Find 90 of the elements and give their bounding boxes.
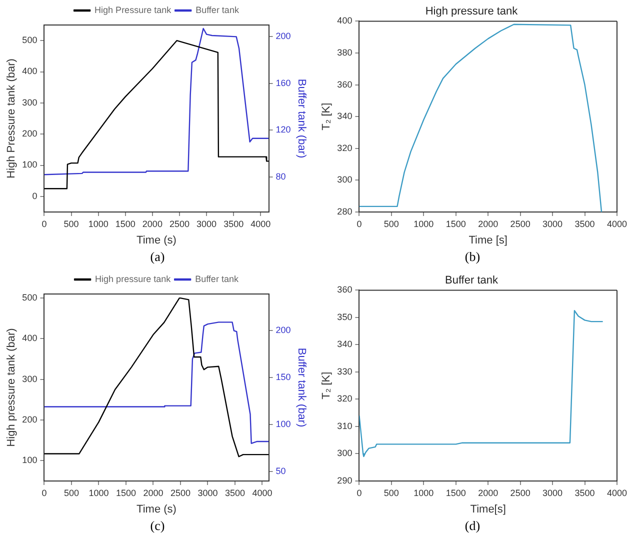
x-tick-label: 3500 bbox=[574, 218, 595, 229]
x-tick-label: 2000 bbox=[478, 218, 498, 229]
y2-axis-title: Buffer tank (bar) bbox=[295, 348, 308, 428]
y-tick-label: 280 bbox=[337, 206, 352, 216]
x-tick-label: 2500 bbox=[510, 218, 530, 229]
y2-tick-label: 120 bbox=[276, 124, 291, 135]
y-tick-label: 500 bbox=[22, 292, 38, 303]
y2-tick-label: 80 bbox=[276, 171, 286, 182]
x-axis-title: Time [s] bbox=[468, 234, 508, 246]
x-tick-label: 2500 bbox=[510, 488, 530, 498]
y-tick-label: 300 bbox=[337, 174, 352, 185]
y2-tick-label: 200 bbox=[276, 325, 291, 336]
y2-tick-label: 150 bbox=[276, 372, 291, 382]
y-tick-label: 380 bbox=[337, 47, 352, 58]
y2-tick-label: 160 bbox=[276, 78, 291, 88]
x-tick-label: 3000 bbox=[542, 218, 563, 229]
y-tick-label: 300 bbox=[22, 374, 38, 384]
x-axis-title: Time (s) bbox=[136, 503, 176, 516]
x-tick-label: 1500 bbox=[446, 218, 466, 229]
x-tick-label: 1000 bbox=[88, 218, 108, 229]
x-tick-label: 4000 bbox=[252, 488, 272, 498]
y-tick-label: 320 bbox=[337, 142, 352, 153]
x-tick-label: 500 bbox=[384, 488, 399, 498]
x-tick-label: 2500 bbox=[169, 218, 190, 229]
y2-tick-label: 200 bbox=[276, 31, 291, 42]
x-tick-label: 1500 bbox=[116, 488, 136, 498]
x-tick-label: 3000 bbox=[198, 488, 218, 498]
legend-label: Buffer tank bbox=[196, 4, 240, 15]
y-tick-label: 0 bbox=[32, 190, 38, 201]
legend-label: Buffer tank bbox=[195, 274, 239, 284]
chart-title: Buffer tank bbox=[445, 274, 498, 287]
y-tick-label: 400 bbox=[22, 333, 38, 344]
legend-label: High Pressure tank bbox=[94, 4, 172, 15]
x-tick-label: 500 bbox=[384, 218, 399, 229]
x-tick-label: 0 bbox=[42, 218, 47, 229]
x-tick-label: 1500 bbox=[446, 488, 466, 498]
x-tick-label: 500 bbox=[64, 218, 79, 229]
x-tick-label: 3000 bbox=[196, 218, 217, 229]
x-tick-label: 500 bbox=[64, 488, 79, 498]
x-tick-label: 4000 bbox=[250, 218, 271, 229]
y-axis-title: High pressure tank (bar) bbox=[6, 328, 18, 447]
y2-tick-label: 50 bbox=[276, 466, 286, 476]
x-tick-label: 0 bbox=[42, 488, 47, 498]
x-tick-label: 3500 bbox=[224, 488, 246, 498]
y-tick-label: 340 bbox=[337, 339, 352, 350]
y-tick-label: 400 bbox=[22, 66, 38, 76]
x-tick-label: 3000 bbox=[542, 488, 563, 498]
y-tick-label: 100 bbox=[22, 455, 38, 466]
y-axis-title: T₂ [K] bbox=[320, 102, 333, 130]
y-axis-title: T₂ [K] bbox=[320, 372, 333, 400]
x-tick-label: 1000 bbox=[414, 488, 434, 498]
x-tick-label: 3500 bbox=[224, 218, 244, 229]
x-tick-label: 0 bbox=[356, 488, 362, 498]
text: (a) bbox=[149, 249, 166, 265]
x-tick-label: 1000 bbox=[414, 218, 434, 229]
y-tick-label: 300 bbox=[22, 97, 38, 108]
y-tick-label: 320 bbox=[337, 394, 352, 404]
chart-title: High pressure tank bbox=[425, 6, 518, 18]
x-tick-label: 4000 bbox=[606, 218, 628, 229]
legend-label: High pressure tank bbox=[95, 274, 172, 284]
y-tick-label: 310 bbox=[337, 420, 352, 431]
y-tick-label: 200 bbox=[22, 128, 38, 139]
x-axis-title: Time[s] bbox=[470, 503, 506, 516]
y-tick-label: 350 bbox=[337, 312, 352, 322]
y-tick-label: 340 bbox=[337, 111, 352, 122]
y2-tick-label: 100 bbox=[276, 419, 291, 430]
x-tick-label: 4000 bbox=[606, 488, 628, 498]
y-tick-label: 100 bbox=[22, 160, 38, 170]
y-tick-label: 360 bbox=[337, 79, 352, 90]
y2-axis-title: Buffer tank (bar) bbox=[295, 78, 308, 158]
x-tick-label: 2000 bbox=[143, 488, 164, 498]
y-tick-label: 400 bbox=[337, 16, 352, 26]
x-tick-label: 2500 bbox=[170, 488, 190, 498]
y-axis-title: High Pressure tank (bar) bbox=[6, 58, 18, 178]
y-tick-label: 500 bbox=[22, 35, 38, 46]
x-tick-label: 0 bbox=[356, 218, 362, 229]
x-tick-label: 1500 bbox=[115, 218, 136, 229]
y-tick-label: 330 bbox=[337, 366, 352, 376]
x-tick-label: 1000 bbox=[88, 488, 109, 498]
x-tick-label: 2000 bbox=[142, 218, 162, 229]
x-axis-title: Time (s) bbox=[136, 234, 176, 246]
text: (d) bbox=[464, 518, 482, 534]
x-tick-label: 2000 bbox=[478, 488, 498, 498]
y-tick-label: 300 bbox=[337, 448, 352, 458]
text: (b) bbox=[464, 249, 482, 265]
y-tick-label: 360 bbox=[337, 284, 352, 295]
y-tick-label: 290 bbox=[337, 475, 352, 486]
text: (c) bbox=[149, 518, 166, 534]
y-tick-label: 200 bbox=[22, 414, 38, 425]
x-tick-label: 3500 bbox=[574, 488, 595, 498]
